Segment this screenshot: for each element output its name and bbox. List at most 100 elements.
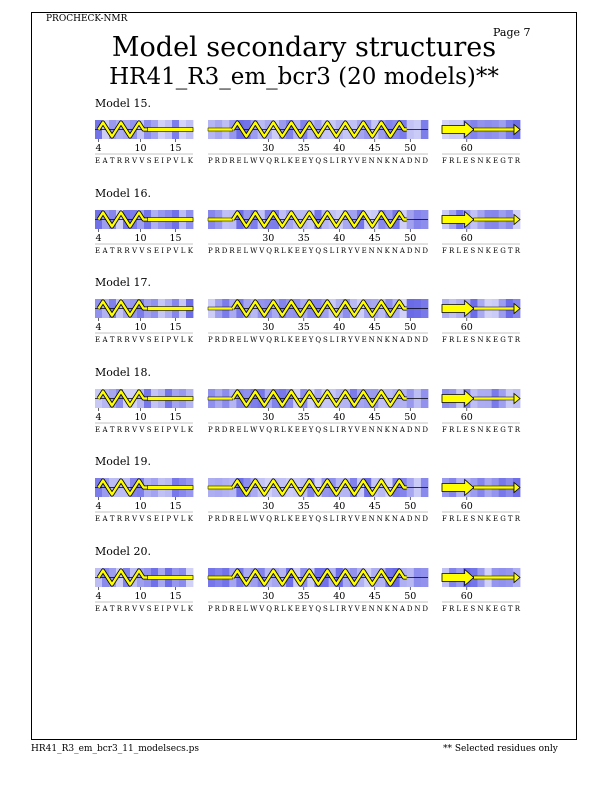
residue-number: 15 <box>169 412 181 423</box>
strand-arrow-tip <box>513 481 521 494</box>
residue-number: 15 <box>169 322 181 333</box>
coil-ribbon <box>473 306 515 311</box>
coil-ribbon <box>207 575 234 579</box>
coil-ribbon <box>473 217 515 221</box>
residue-number: 15 <box>169 233 181 244</box>
residue-number: 10 <box>134 322 146 333</box>
residue-number: 30 <box>262 591 274 602</box>
model-label: Model 15. <box>95 97 151 110</box>
coil-ribbon <box>473 396 515 400</box>
page-title: Model secondary structures <box>111 32 497 63</box>
residue-sequence: F R L E S N K E G T R <box>442 247 521 255</box>
model-block: Model 15. 4 10 15 E A T R R V V S E I P V L … <box>0 97 612 177</box>
page-number: Page 7 <box>493 26 531 39</box>
coil-ribbon <box>147 485 194 490</box>
helix-ribbon <box>231 568 407 586</box>
model-block: Model 16. 4 10 15 E A T R R V V S E I P V L … <box>0 187 612 267</box>
helix-ribbon <box>231 210 407 228</box>
residue-number: 50 <box>404 501 416 512</box>
residue-sequence: E A T R R V V S E I P V L K <box>95 247 194 255</box>
coil-ribbon <box>207 306 234 311</box>
helix-ribbon <box>97 568 148 586</box>
residue-sequence: E A T R R V V S E I P V L K <box>95 157 194 165</box>
residue-sequence: P R D R E L W V Q R L K E E Y Q S L I R … <box>208 426 428 434</box>
helix-ribbon <box>97 210 148 228</box>
residue-sequence: F R L E S N K E G T R <box>442 605 521 613</box>
residue-number: 50 <box>404 233 416 244</box>
strand-arrow <box>441 389 475 407</box>
secondary-structure-track: 4 10 15 E A T R R V V S E I P V L K 30 35 40 45… <box>95 567 521 613</box>
secondary-structure-track: 4 10 15 E A T R R V V S E I P V L K 30 35 40 45… <box>95 120 521 165</box>
residue-sequence: P R D R E L W V Q R L K E E Y Q S L I R … <box>208 157 428 165</box>
residue-sequence: E A T R R V V S E I P V L K <box>95 336 194 344</box>
residue-number: 60 <box>461 501 473 512</box>
helix-ribbon <box>97 121 148 138</box>
footer-filename: HR41_R3_em_bcr3_11_modelsecs.ps <box>31 744 199 754</box>
strand-arrow <box>441 299 475 318</box>
coil-ribbon <box>207 127 234 132</box>
helix-ribbon <box>97 300 148 317</box>
residue-number: 60 <box>461 322 473 333</box>
secondary-structure-track: 4 10 15 E A T R R V V S E I P V L K 30 35 40 45… <box>95 478 521 523</box>
residue-number: 45 <box>369 233 381 244</box>
helix-ribbon <box>231 300 407 317</box>
residue-number: 4 <box>95 143 101 154</box>
residue-number: 45 <box>369 412 381 423</box>
residue-sequence: P R D R E L W V Q R L K E E Y Q S L I R … <box>208 336 428 344</box>
strand-arrow-tip <box>513 302 521 315</box>
model-block: Model 19. 4 10 15 E A T R R V V S E I P V L … <box>0 455 612 535</box>
model-block: Model 17. 4 10 15 E A T R R V V S E I P V L … <box>0 276 612 356</box>
residue-number: 35 <box>298 501 310 512</box>
residue-number: 45 <box>369 322 381 333</box>
residue-sequence: E A T R R V V S E I P V L K <box>95 605 194 613</box>
residue-number: 15 <box>169 591 181 602</box>
residue-number: 35 <box>298 143 310 154</box>
residue-number: 15 <box>169 501 181 512</box>
coil-ribbon <box>207 396 234 400</box>
model-block: Model 18. 4 10 15 E A T R R V V S E I P V L … <box>0 366 612 446</box>
coil-ribbon <box>473 485 515 490</box>
residue-number: 40 <box>333 412 345 423</box>
helix-ribbon <box>231 121 407 138</box>
residue-number: 10 <box>134 412 146 423</box>
residue-number: 4 <box>95 501 101 512</box>
residue-number: 40 <box>333 591 345 602</box>
coil-ribbon <box>147 574 194 580</box>
residue-number: 35 <box>298 322 310 333</box>
residue-number: 30 <box>262 233 274 244</box>
footer-note: ** Selected residues only <box>443 744 558 754</box>
residue-number: 50 <box>404 143 416 154</box>
residue-sequence: F R L E S N K E G T R <box>442 157 521 165</box>
residue-number: 15 <box>169 143 181 154</box>
page-frame <box>31 12 577 740</box>
residue-sequence: F R L E S N K E G T R <box>442 426 521 434</box>
residue-number: 30 <box>262 412 274 423</box>
residue-number: 10 <box>134 501 146 512</box>
coil-ribbon <box>147 306 194 311</box>
coil-ribbon <box>147 216 194 222</box>
residue-number: 60 <box>461 591 473 602</box>
residue-number: 30 <box>262 501 274 512</box>
residue-number: 4 <box>95 233 101 244</box>
residue-number: 30 <box>262 322 274 333</box>
residue-number: 50 <box>404 322 416 333</box>
strand-arrow-tip <box>513 392 521 404</box>
model-label: Model 16. <box>95 186 151 200</box>
strand-arrow-tip <box>513 213 521 225</box>
coil-ribbon <box>147 395 194 401</box>
residue-number: 10 <box>134 233 146 244</box>
coil-ribbon <box>473 127 515 132</box>
residue-number: 50 <box>404 591 416 602</box>
residue-number: 10 <box>134 143 146 154</box>
residue-number: 60 <box>461 412 473 423</box>
residue-sequence: F R L E S N K E G T R <box>442 515 521 523</box>
strand-arrow <box>441 210 475 228</box>
page-subtitle: HR41_R3_em_bcr3 (20 models)** <box>109 64 499 90</box>
residue-number: 4 <box>95 412 101 423</box>
residue-number: 40 <box>333 233 345 244</box>
secondary-structure-track: 4 10 15 E A T R R V V S E I P V L K 30 35 40 45… <box>95 209 521 255</box>
residue-sequence: P R D R E L W V Q R L K E E Y Q S L I R … <box>208 247 428 255</box>
coil-ribbon <box>207 217 234 221</box>
residue-number: 35 <box>298 412 310 423</box>
coil-ribbon <box>473 575 515 579</box>
